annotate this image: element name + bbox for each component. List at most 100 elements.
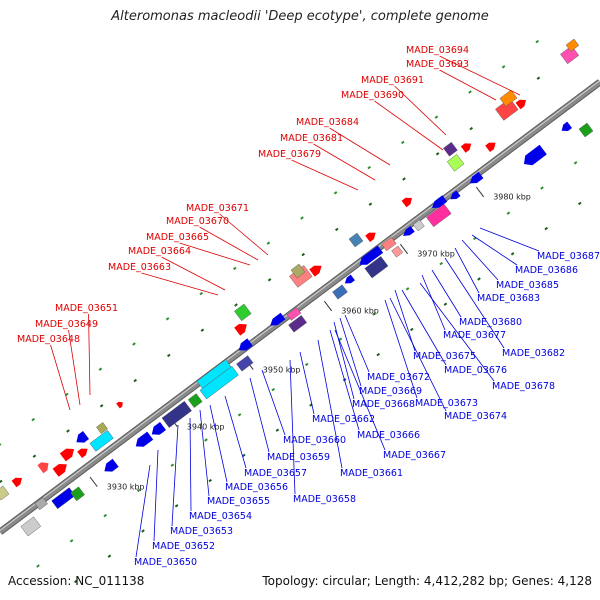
track-marker bbox=[32, 454, 37, 458]
track-marker bbox=[36, 564, 40, 568]
gene-label-forward: MADE_03671 bbox=[186, 203, 249, 214]
track-marker bbox=[409, 327, 414, 332]
track-marker bbox=[167, 353, 171, 358]
cds-feature bbox=[348, 232, 364, 248]
track-marker bbox=[540, 186, 544, 190]
gene-label-reverse: MADE_03659 bbox=[267, 452, 330, 463]
leader-line bbox=[209, 404, 228, 483]
gene-label-reverse: MADE_03657 bbox=[244, 468, 307, 479]
track-marker bbox=[544, 226, 549, 231]
cds-feature bbox=[309, 265, 322, 277]
gene-label-forward: MADE_03690 bbox=[341, 90, 404, 101]
leader-line bbox=[179, 242, 251, 266]
track-marker bbox=[468, 90, 472, 94]
gene-label-reverse: MADE_03666 bbox=[357, 430, 420, 441]
cds-feature bbox=[485, 142, 496, 153]
gene-label-reverse: MADE_03669 bbox=[359, 386, 422, 397]
gene-label-reverse: MADE_03674 bbox=[444, 411, 507, 422]
track-marker bbox=[98, 367, 103, 371]
cds-feature bbox=[432, 195, 448, 208]
track-marker bbox=[107, 554, 112, 558]
track-marker bbox=[367, 165, 372, 170]
cds-feature bbox=[391, 245, 404, 258]
cds-feature bbox=[286, 307, 302, 321]
track-marker bbox=[469, 126, 474, 131]
cds-feature bbox=[116, 401, 123, 409]
gene-label-reverse: MADE_03680 bbox=[459, 317, 522, 328]
accession-text: Accession: NC_011138 bbox=[8, 574, 145, 588]
gene-label-forward: MADE_03663 bbox=[108, 262, 171, 273]
leader-line bbox=[50, 344, 71, 411]
cds-feature bbox=[561, 121, 572, 132]
cds-feature bbox=[70, 486, 85, 502]
leader-line bbox=[189, 417, 192, 512]
leader-line bbox=[289, 359, 296, 495]
leader-line bbox=[334, 329, 386, 451]
track-marker bbox=[372, 312, 376, 316]
leader-line bbox=[171, 424, 179, 527]
cds-feature bbox=[151, 421, 167, 435]
cds-feature bbox=[524, 144, 547, 166]
scale-tick-label: 3930 kbp bbox=[107, 482, 145, 491]
cds-feature bbox=[446, 154, 465, 172]
gene-label-reverse: MADE_03668 bbox=[352, 399, 415, 410]
cds-feature bbox=[234, 324, 247, 336]
cds-feature bbox=[288, 315, 307, 333]
track-marker bbox=[132, 342, 136, 346]
gene-label-reverse: MADE_03654 bbox=[189, 511, 252, 522]
track-marker bbox=[405, 287, 410, 291]
gene-label-forward: MADE_03693 bbox=[406, 59, 469, 70]
track-marker bbox=[234, 303, 238, 307]
leader-line bbox=[431, 269, 462, 318]
track-marker bbox=[573, 161, 578, 165]
track-marker bbox=[334, 227, 339, 232]
leader-line bbox=[394, 85, 447, 136]
scale-tick bbox=[475, 186, 485, 198]
gene-label-reverse: MADE_03650 bbox=[134, 557, 197, 568]
gene-label-reverse: MADE_03667 bbox=[383, 450, 446, 461]
scale-tick-label: 3970 kbp bbox=[417, 250, 455, 259]
leader-line bbox=[291, 159, 359, 191]
gene-label-forward: MADE_03665 bbox=[146, 232, 209, 243]
leader-line bbox=[249, 377, 270, 453]
leader-line bbox=[461, 239, 499, 281]
cds-feature bbox=[403, 226, 415, 236]
gene-label-forward: MADE_03649 bbox=[35, 319, 98, 330]
cds-feature bbox=[161, 400, 192, 428]
track-marker bbox=[536, 76, 541, 80]
cds-feature bbox=[77, 448, 88, 458]
cds-feature bbox=[20, 516, 42, 537]
track-marker bbox=[204, 438, 208, 442]
leader-line bbox=[161, 256, 226, 291]
track-marker bbox=[0, 479, 3, 484]
backbone-line bbox=[0, 80, 600, 534]
track-marker bbox=[434, 115, 439, 119]
cds-feature bbox=[381, 236, 397, 252]
track-marker bbox=[199, 291, 203, 296]
leader-line bbox=[384, 299, 418, 399]
cds-feature bbox=[234, 303, 252, 322]
cds-feature bbox=[332, 284, 348, 300]
leader-line bbox=[444, 257, 505, 349]
track-marker bbox=[271, 387, 276, 392]
cds-feature bbox=[238, 338, 253, 351]
track-marker bbox=[510, 252, 515, 256]
leader-line bbox=[261, 369, 286, 436]
gene-label-forward: MADE_03681 bbox=[280, 133, 343, 144]
leader-line bbox=[454, 247, 480, 294]
track-marker bbox=[266, 241, 271, 245]
cds-feature bbox=[104, 458, 119, 472]
gene-label-forward: MADE_03651 bbox=[55, 303, 118, 314]
cds-feature bbox=[426, 203, 452, 228]
gene-label-reverse: MADE_03652 bbox=[152, 541, 215, 552]
leader-line bbox=[135, 464, 151, 558]
track-marker bbox=[267, 278, 272, 282]
backbone-layer bbox=[0, 79, 600, 535]
gene-label-forward: MADE_03691 bbox=[361, 75, 424, 86]
cds-feature bbox=[560, 45, 580, 65]
track-marker bbox=[439, 261, 444, 266]
gene-label-reverse: MADE_03660 bbox=[283, 435, 346, 446]
cds-feature bbox=[469, 171, 484, 184]
cds-feature bbox=[196, 359, 232, 389]
